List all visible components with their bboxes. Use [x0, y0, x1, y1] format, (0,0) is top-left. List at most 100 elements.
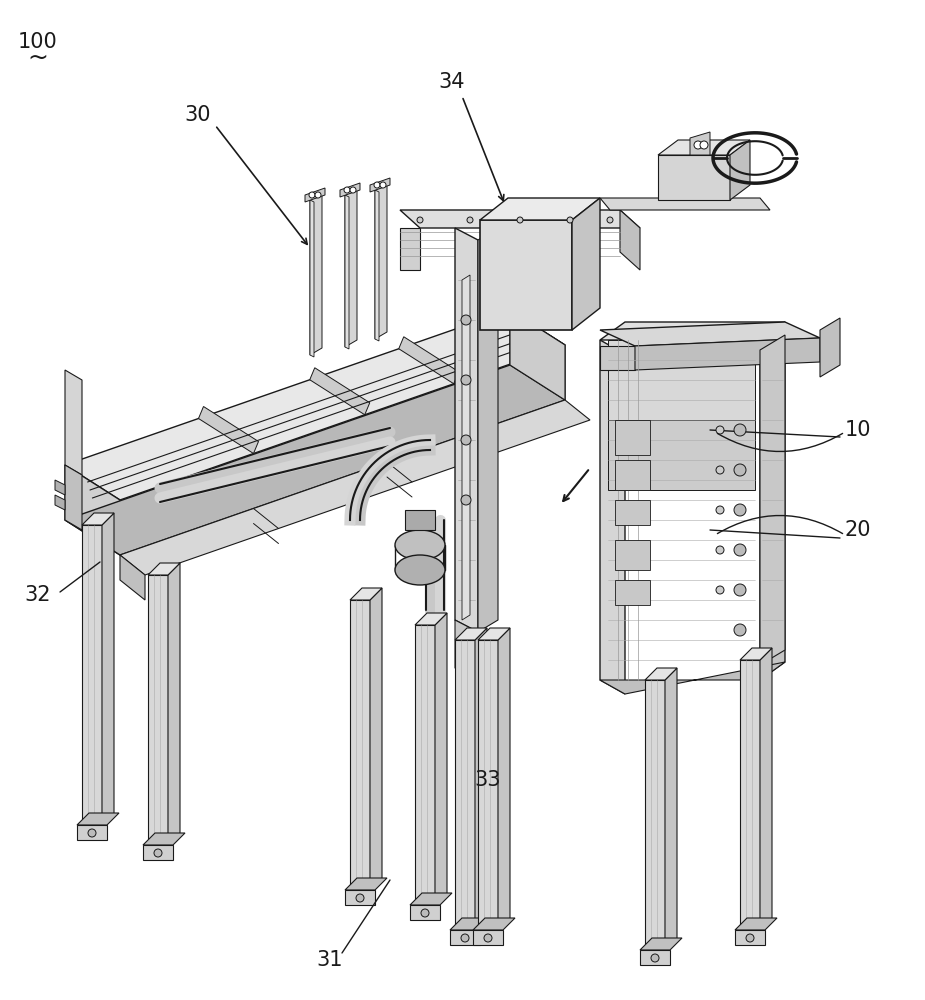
Polygon shape [148, 563, 180, 575]
Polygon shape [77, 813, 119, 825]
Polygon shape [740, 648, 772, 660]
Circle shape [694, 141, 702, 149]
Polygon shape [65, 365, 565, 555]
Polygon shape [480, 198, 600, 220]
Polygon shape [735, 918, 777, 930]
Ellipse shape [395, 555, 445, 585]
Polygon shape [760, 322, 785, 680]
Polygon shape [405, 510, 435, 530]
Polygon shape [77, 825, 107, 840]
Polygon shape [615, 420, 650, 455]
Text: 32: 32 [25, 585, 51, 605]
Polygon shape [370, 178, 390, 192]
Polygon shape [370, 588, 382, 890]
Text: 31: 31 [316, 950, 343, 970]
Circle shape [484, 934, 492, 942]
Polygon shape [478, 228, 498, 632]
Polygon shape [478, 628, 510, 640]
Circle shape [461, 934, 469, 942]
Polygon shape [510, 310, 565, 400]
Polygon shape [475, 628, 487, 930]
Polygon shape [572, 198, 600, 330]
Polygon shape [65, 465, 120, 555]
Circle shape [607, 217, 613, 223]
Circle shape [700, 141, 708, 149]
Circle shape [417, 217, 423, 223]
Text: 33: 33 [475, 770, 501, 790]
Circle shape [716, 586, 724, 594]
Polygon shape [82, 525, 102, 825]
Text: 10: 10 [845, 420, 871, 440]
Polygon shape [740, 660, 760, 930]
Circle shape [716, 426, 724, 434]
Circle shape [461, 375, 471, 385]
Polygon shape [645, 680, 665, 950]
Text: 20: 20 [845, 520, 871, 540]
Polygon shape [600, 322, 785, 340]
Polygon shape [615, 460, 650, 490]
Polygon shape [615, 580, 650, 605]
Polygon shape [65, 465, 82, 530]
Polygon shape [82, 513, 114, 525]
Polygon shape [735, 930, 765, 945]
Polygon shape [658, 155, 730, 200]
Polygon shape [473, 918, 515, 930]
Polygon shape [760, 648, 772, 930]
Polygon shape [480, 220, 572, 330]
Polygon shape [455, 640, 475, 930]
Polygon shape [600, 340, 625, 694]
Polygon shape [375, 183, 387, 339]
Polygon shape [345, 188, 357, 347]
Polygon shape [455, 228, 478, 632]
Polygon shape [510, 310, 565, 400]
Polygon shape [410, 905, 440, 920]
Circle shape [461, 315, 471, 325]
Circle shape [374, 182, 380, 188]
Circle shape [734, 584, 746, 596]
Polygon shape [615, 500, 650, 525]
Polygon shape [310, 193, 322, 355]
Polygon shape [350, 600, 370, 890]
Polygon shape [615, 540, 650, 570]
Polygon shape [640, 950, 670, 965]
Polygon shape [55, 480, 65, 495]
Circle shape [716, 546, 724, 554]
Polygon shape [450, 930, 480, 945]
Text: ~: ~ [28, 46, 48, 70]
Ellipse shape [395, 530, 445, 560]
Circle shape [567, 217, 573, 223]
Polygon shape [102, 513, 114, 825]
Polygon shape [399, 337, 459, 384]
Polygon shape [400, 228, 420, 270]
Polygon shape [608, 420, 755, 490]
Polygon shape [415, 625, 435, 905]
Circle shape [734, 544, 746, 556]
Polygon shape [635, 338, 820, 370]
Circle shape [746, 934, 754, 942]
Polygon shape [600, 346, 635, 370]
Polygon shape [415, 613, 447, 625]
Circle shape [421, 909, 429, 917]
Circle shape [734, 624, 746, 636]
Polygon shape [65, 370, 82, 475]
Text: 30: 30 [185, 105, 211, 125]
Polygon shape [665, 668, 677, 950]
Polygon shape [148, 575, 168, 845]
Circle shape [356, 894, 364, 902]
Circle shape [734, 504, 746, 516]
Polygon shape [473, 930, 503, 945]
Circle shape [651, 954, 659, 962]
Polygon shape [455, 620, 478, 680]
Polygon shape [478, 640, 498, 930]
Polygon shape [640, 938, 682, 950]
Polygon shape [462, 275, 470, 620]
Polygon shape [600, 322, 820, 346]
Polygon shape [450, 918, 492, 930]
Polygon shape [199, 406, 258, 454]
Polygon shape [143, 833, 185, 845]
Polygon shape [345, 890, 375, 905]
Circle shape [461, 435, 471, 445]
Polygon shape [645, 668, 677, 680]
Polygon shape [168, 563, 180, 845]
Polygon shape [730, 140, 750, 200]
